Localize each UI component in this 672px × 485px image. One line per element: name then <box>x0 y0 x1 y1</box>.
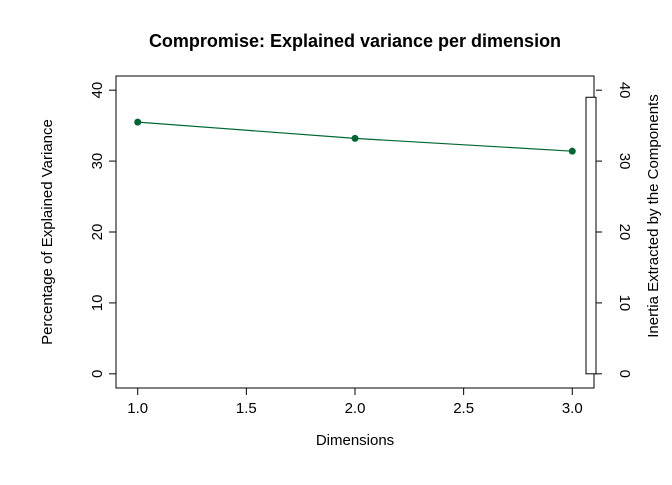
right-tick-label: 20 <box>616 224 633 241</box>
y-tick-label: 30 <box>89 153 106 170</box>
data-point <box>568 147 576 155</box>
y-tick-label: 10 <box>89 295 106 312</box>
y-tick-label: 40 <box>89 82 106 99</box>
chart-title: Compromise: Explained variance per dimen… <box>149 31 561 51</box>
right-tick-label: 40 <box>616 82 633 99</box>
right-tick-label: 0 <box>616 370 633 378</box>
right-tick-label: 30 <box>616 153 633 170</box>
x-tick-label: 3.0 <box>562 400 583 417</box>
x-tick-label: 1.0 <box>127 400 148 417</box>
y-tick-label: 0 <box>89 370 106 378</box>
y-axis: 0 10 20 30 40 <box>89 82 116 378</box>
y-axis-label: Percentage of Explained Variance <box>39 119 56 345</box>
x-axis: 1.0 1.5 2.0 2.5 3.0 <box>127 388 583 417</box>
x-tick-label: 2.0 <box>345 400 366 417</box>
right-axis: 0 10 20 30 40 <box>585 82 633 378</box>
right-tick-label: 10 <box>616 295 633 312</box>
x-axis-label: Dimensions <box>316 432 394 449</box>
right-axis-label: Inertia Extracted by the Components <box>645 94 662 337</box>
y-tick-label: 20 <box>89 224 106 241</box>
x-tick-label: 1.5 <box>236 400 257 417</box>
data-point <box>134 118 142 126</box>
plot-frame <box>115 75 595 389</box>
x-tick-label: 2.5 <box>453 400 474 417</box>
data-point <box>351 134 359 142</box>
inertia-bar <box>585 96 597 375</box>
series-layer <box>134 118 576 155</box>
